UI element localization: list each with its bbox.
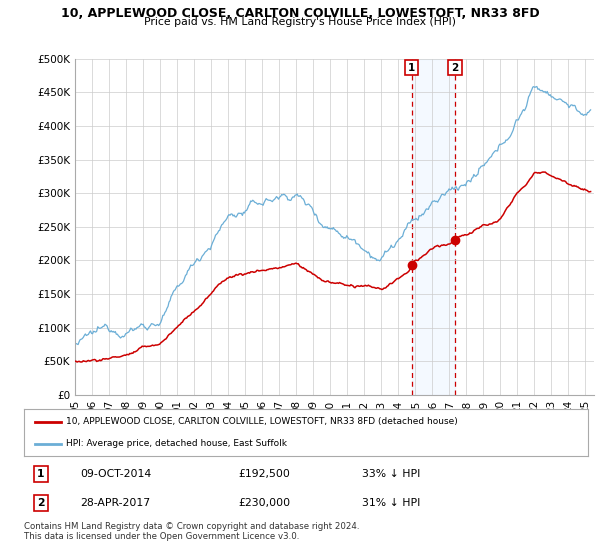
Bar	[412, 59, 455, 395]
Text: 31% ↓ HPI: 31% ↓ HPI	[362, 498, 421, 508]
Text: 33% ↓ HPI: 33% ↓ HPI	[362, 469, 421, 479]
Text: 2: 2	[451, 63, 458, 73]
Text: £230,000: £230,000	[238, 498, 290, 508]
Text: 10, APPLEWOOD CLOSE, CARLTON COLVILLE, LOWESTOFT, NR33 8FD: 10, APPLEWOOD CLOSE, CARLTON COLVILLE, L…	[61, 7, 539, 20]
Text: 2: 2	[37, 498, 45, 508]
Text: £192,500: £192,500	[238, 469, 290, 479]
Text: HPI: Average price, detached house, East Suffolk: HPI: Average price, detached house, East…	[66, 439, 287, 448]
Text: Contains HM Land Registry data © Crown copyright and database right 2024.
This d: Contains HM Land Registry data © Crown c…	[24, 522, 359, 542]
Text: 1: 1	[408, 63, 415, 73]
Text: Price paid vs. HM Land Registry's House Price Index (HPI): Price paid vs. HM Land Registry's House …	[144, 17, 456, 27]
Text: 09-OCT-2014: 09-OCT-2014	[80, 469, 152, 479]
Text: 28-APR-2017: 28-APR-2017	[80, 498, 151, 508]
Text: 10, APPLEWOOD CLOSE, CARLTON COLVILLE, LOWESTOFT, NR33 8FD (detached house): 10, APPLEWOOD CLOSE, CARLTON COLVILLE, L…	[66, 417, 458, 426]
Text: 1: 1	[37, 469, 44, 479]
